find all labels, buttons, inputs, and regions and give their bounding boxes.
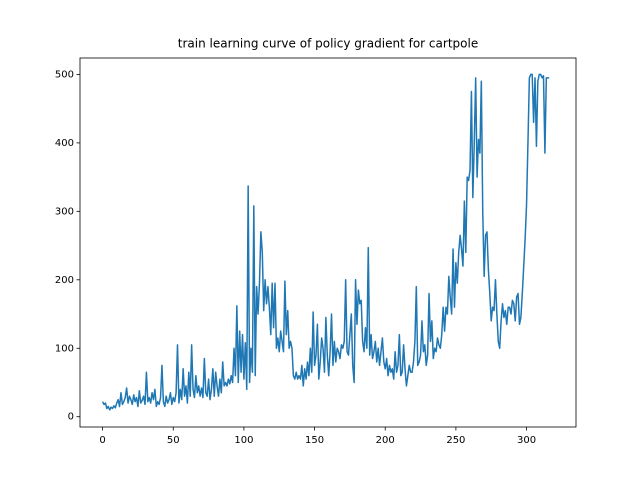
x-tick-label: 200 — [376, 435, 395, 446]
y-tick-label: 500 — [55, 69, 74, 80]
y-tick-label: 400 — [55, 138, 74, 149]
line — [101, 73, 550, 411]
x-tick-label: 150 — [305, 435, 324, 446]
axes-frame — [79, 57, 577, 428]
y-tick-label: 100 — [55, 343, 74, 354]
y-tick-label: 200 — [55, 275, 74, 286]
x-tick-label: 300 — [517, 435, 536, 446]
x-tick-label: 50 — [167, 435, 180, 446]
x-tick-label: 250 — [446, 435, 465, 446]
x-tick-label: 100 — [234, 435, 253, 446]
y-tick-label: 300 — [55, 206, 74, 217]
x-tick-label: 0 — [99, 435, 105, 446]
y-tick-label: 0 — [68, 412, 74, 423]
chart-title: train learning curve of policy gradient … — [178, 37, 478, 51]
